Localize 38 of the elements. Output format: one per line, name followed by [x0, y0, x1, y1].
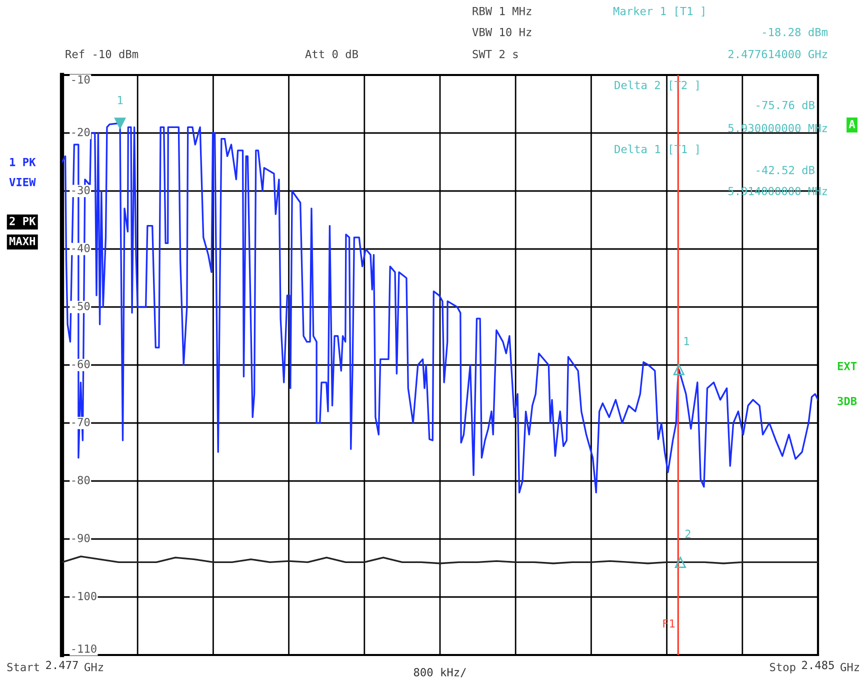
y-tick-label: -20 — [72, 128, 90, 136]
x-tick-label: 2.485 — [802, 660, 834, 670]
y-tick-label: -80 — [72, 476, 90, 484]
y-tick-label: -30 — [72, 186, 90, 194]
y-tick-label: -10 — [72, 75, 90, 84]
y-tick-label: -70 — [72, 418, 90, 426]
y-tick-label: -100 — [72, 592, 96, 600]
text: Start — [7, 662, 39, 672]
y-tick-label: -110 — [72, 644, 96, 653]
annotation: 2 — [685, 530, 690, 538]
y-tick-label: -50 — [72, 302, 90, 310]
annotation: -75.76 dB — [756, 100, 814, 110]
x-tick-label: 2.477 — [46, 660, 78, 670]
text: 2 PK — [10, 216, 36, 226]
text: 2.477614000 GHz — [728, 50, 827, 58]
text: Marker 1 [T1 ] — [613, 6, 704, 17]
text: -18.28 dBm — [763, 28, 828, 36]
text: GHz — [840, 662, 860, 672]
text: Stop — [770, 662, 796, 674]
x-axis-title: 800 kHz/ — [414, 668, 466, 678]
y-tick-label: -40 — [72, 244, 90, 252]
annotation: -42.52 dB — [756, 166, 814, 174]
text: Ref -10 dBm — [66, 50, 138, 58]
text: VIEW — [9, 178, 36, 186]
text: SWT 2 s — [472, 50, 518, 58]
text: A — [848, 120, 856, 128]
text: MAXH — [9, 236, 36, 246]
y-tick-label: -60 — [72, 360, 90, 368]
y-tick-label: -90 — [72, 534, 90, 542]
text: 1 PK — [10, 158, 36, 166]
annotation: 1 — [118, 96, 123, 104]
text: VBW 10 Hz — [472, 28, 532, 36]
text: Att 0 dB — [305, 50, 358, 58]
annotation: 1 — [684, 337, 689, 346]
text: GHz — [84, 662, 104, 672]
text: RBW 1 MHz — [472, 6, 532, 16]
text: EXT — [838, 362, 857, 370]
text: 3DB — [838, 396, 857, 406]
